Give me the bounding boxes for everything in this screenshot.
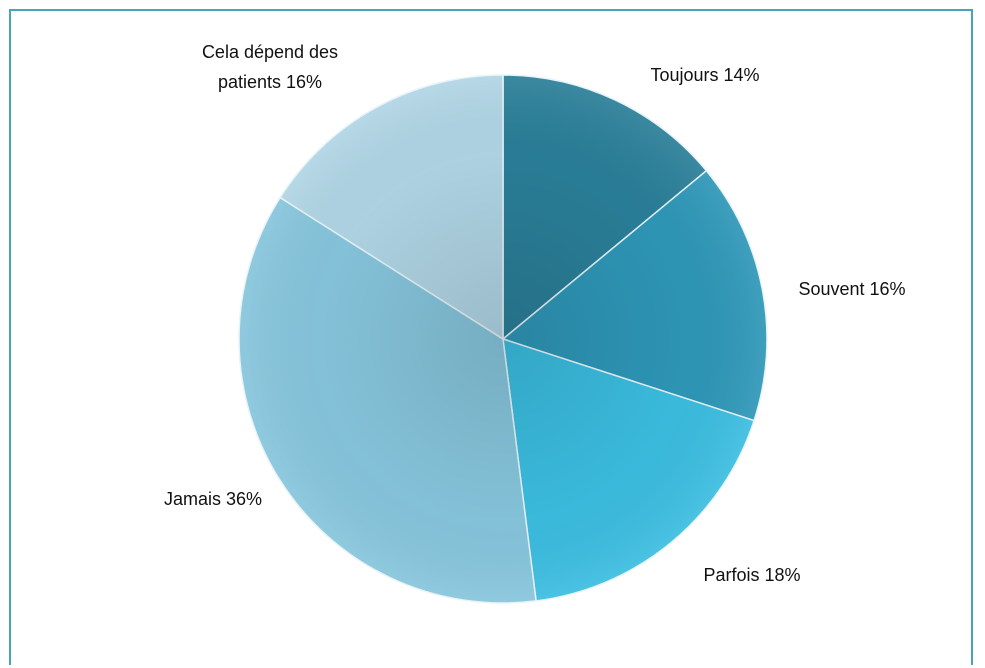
value-label: 16% (286, 72, 323, 92)
category-label: Souvent (798, 279, 865, 299)
slice-label: Jamais 36% (103, 484, 323, 514)
category-label: Toujours (650, 65, 719, 85)
slice-label: Parfois 18% (642, 560, 862, 590)
value-label: 16% (869, 279, 906, 299)
slice-label: Toujours 14% (595, 60, 815, 90)
value-label: 36% (226, 489, 263, 509)
slice-label: Cela dépend des patients 16% (175, 37, 365, 97)
category-label: Cela dépend des patients (201, 42, 339, 92)
category-label: Parfois (703, 565, 760, 585)
value-label: 14% (723, 65, 760, 85)
slice-label: Souvent 16% (742, 274, 962, 304)
chart-frame (9, 9, 973, 665)
value-label: 18% (764, 565, 801, 585)
category-label: Jamais (163, 489, 221, 509)
